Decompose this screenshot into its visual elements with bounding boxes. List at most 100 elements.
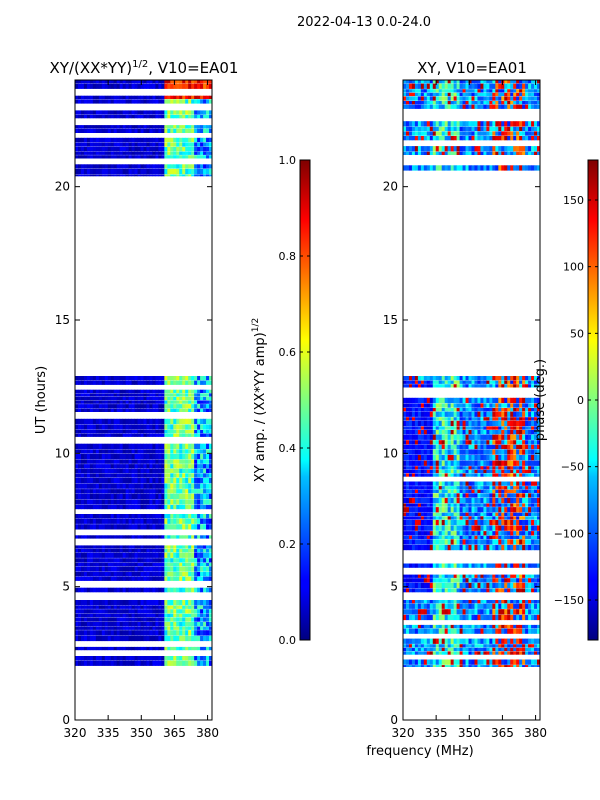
heatmap-cell [92,499,97,505]
heatmap-cell [495,609,499,615]
heatmap-cell [89,656,94,661]
heatmap-cell [134,137,138,143]
heatmap-cell [411,384,416,388]
heatmap-cell [438,460,443,466]
heatmap-cell [140,566,144,572]
heatmap-cell [182,155,186,159]
heatmap-cell [504,503,508,507]
heatmap-cell [83,572,88,577]
heatmap-cell [95,393,100,397]
heatmap-cell [80,151,85,155]
heatmap-cell [128,587,132,593]
heatmap-cell [110,147,115,152]
heatmap-cell [444,614,449,621]
heatmap-cell [441,486,446,490]
heatmap-cell [477,609,481,615]
heatmap-cell [113,549,118,553]
heatmap-cell [161,635,165,642]
heatmap-cell [525,481,529,486]
heatmap-cell [188,493,192,499]
heatmap-cell [206,404,210,409]
heatmap-cell [423,497,428,504]
heatmap-cell [152,380,156,385]
heatmap-cell [101,151,106,155]
heatmap-cell [185,125,189,129]
heatmap-cell [83,499,88,505]
heatmap-cell [149,499,153,505]
heatmap-cell [474,426,478,430]
heatmap-cell [435,455,440,461]
heatmap-cell [408,384,413,388]
heatmap-cell [173,622,177,627]
heatmap-cell [450,420,455,427]
heatmap-cell [101,174,106,177]
heatmap-cell [164,164,168,169]
heatmap-cell [486,384,490,388]
heatmap-cell [98,396,103,401]
heatmap-cell [486,397,490,404]
heatmap-cell [423,651,428,655]
heatmap-cell [498,638,502,644]
heatmap-cell [197,576,201,581]
heatmap-cell [459,469,463,474]
heatmap-cell [80,147,85,152]
heatmap-cell [468,440,472,445]
heatmap-cell [119,489,124,494]
heatmap-cell [83,125,88,129]
heatmap-cell [501,444,505,450]
heatmap-cell [161,95,165,99]
heatmap-cell [417,507,422,513]
heatmap-cell [441,449,446,455]
heatmap-cell [203,396,207,401]
heatmap-cell [176,147,180,152]
heatmap-cell [414,628,419,634]
heatmap-cell [167,468,171,473]
heatmap-cell [432,481,437,486]
heatmap-cell [137,99,141,104]
heatmap-cell [417,434,422,440]
heatmap-cell [125,380,130,385]
heatmap-cell [92,646,97,651]
heatmap-cell [197,99,201,104]
heatmap-cell [116,587,121,593]
heatmap-cell [83,404,88,409]
heatmap-cell [453,455,458,461]
heatmap-cell [131,572,135,577]
heatmap-cell [456,638,460,644]
heatmap-cell [89,600,94,606]
heatmap-cell [477,434,481,440]
heatmap-cell [444,444,449,450]
heatmap-cell [110,622,115,627]
heatmap-cell [98,376,103,381]
heatmap-cell [119,468,124,473]
heatmap-cell [113,137,118,143]
heatmap-cell [447,466,452,470]
heatmap-cell [110,646,115,651]
heatmap-cell [116,137,121,143]
heatmap-cell [522,600,526,604]
heatmap-cell [534,460,538,466]
heatmap-cell [149,151,153,155]
heatmap-cell [438,659,443,665]
heatmap-cell [92,408,97,412]
heatmap-cell [134,572,138,577]
heatmap-cell [89,147,94,152]
heatmap-cell [92,99,97,104]
heatmap-cell [537,665,541,667]
heatmap-cell [170,576,174,581]
heatmap-cell [98,514,103,519]
heatmap-cell [146,110,150,115]
heatmap-cell [80,83,85,89]
heatmap-cell [86,617,91,622]
heatmap-cell [197,83,201,89]
amplitude-heatmap [75,80,213,666]
heatmap-cell [411,426,416,430]
heatmap-cell [155,128,159,133]
heatmap-cell [206,115,210,119]
heatmap-cell [510,469,514,474]
heatmap-cell [182,418,186,425]
heatmap-cell [486,376,490,381]
heatmap-cell [101,545,106,549]
heatmap-cell [125,646,130,651]
heatmap-cell [191,483,195,489]
